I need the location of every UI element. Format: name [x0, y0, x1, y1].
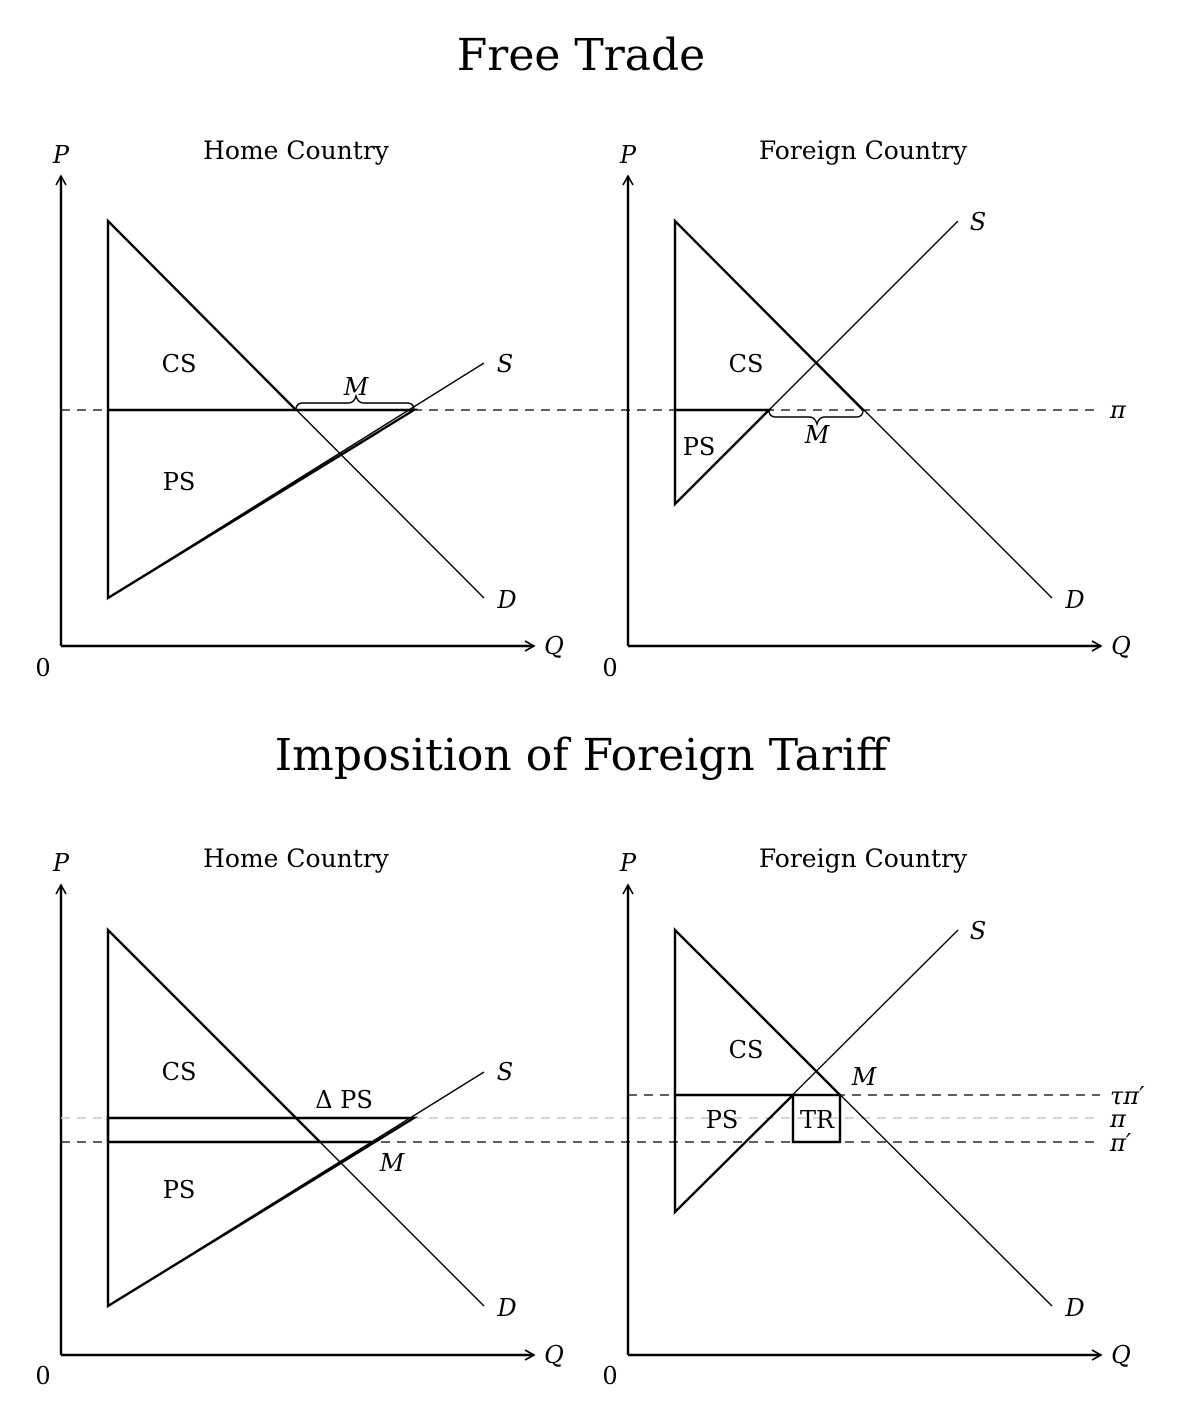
original-world-price-label: π	[1109, 1105, 1127, 1133]
demand-label: D	[496, 586, 516, 614]
producer-surplus-region	[106, 408, 419, 601]
panel-foreign-tariff: Foreign Country P Q 0 CS PS TR M S D τπ′…	[602, 844, 1145, 1390]
demand-label: D	[1064, 1294, 1084, 1322]
price-axis-label: P	[52, 849, 70, 877]
tariff-price-label: τπ′	[1110, 1082, 1145, 1110]
supply-label: S	[970, 917, 986, 945]
origin-label: 0	[35, 1362, 50, 1390]
exports-brace	[768, 409, 864, 427]
supply-label: S	[970, 208, 986, 236]
imports-label: M	[343, 373, 370, 401]
quantity-axis-label: Q	[1111, 632, 1131, 660]
quantity-axis-label: Q	[544, 632, 564, 660]
consumer-surplus-label: CS	[729, 350, 764, 378]
panel-subtitle: Home Country	[203, 136, 390, 165]
origin-label: 0	[602, 654, 617, 682]
world-price-label: π	[1109, 396, 1127, 424]
panel-home-free-trade: Home Country P Q 0 M CS PS S D	[35, 136, 1100, 682]
exports-label: M	[804, 421, 831, 449]
consumer-surplus-label: CS	[162, 350, 197, 378]
consumer-surplus-region	[673, 927, 841, 1096]
origin-label: 0	[35, 654, 50, 682]
top-title: Free Trade	[457, 30, 705, 81]
demand-label: D	[1064, 586, 1084, 614]
origin-label: 0	[602, 1362, 617, 1390]
panel-subtitle: Home Country	[203, 844, 390, 873]
exports-label: M	[851, 1063, 878, 1091]
quantity-axis-label: Q	[544, 1341, 564, 1369]
producer-surplus-label: PS	[163, 1176, 196, 1204]
price-axis-label: P	[52, 141, 70, 169]
producer-surplus-region	[673, 408, 772, 507]
tariff-revenue-label: TR	[800, 1106, 835, 1134]
panel-home-tariff: Home Country P Q 0 CS PS Δ PS M S D	[35, 844, 1100, 1390]
quantity-axis-label: Q	[1111, 1341, 1131, 1369]
supply-label: S	[497, 350, 513, 378]
supply-label: S	[497, 1058, 513, 1086]
new-world-price-label: π′	[1109, 1129, 1132, 1157]
producer-surplus-label: PS	[163, 468, 196, 496]
bottom-title: Imposition of Foreign Tariff	[275, 730, 890, 781]
consumer-surplus-label: CS	[162, 1058, 197, 1086]
tariff-revenue-box	[791, 1093, 842, 1144]
producer-surplus-label: PS	[706, 1106, 739, 1134]
consumer-surplus-region	[106, 218, 297, 411]
producer-surplus-region	[673, 1093, 796, 1215]
panel-subtitle: Foreign Country	[759, 844, 968, 873]
consumer-surplus-region	[106, 927, 321, 1143]
producer-surplus-region	[106, 1116, 419, 1309]
imports-label: M	[379, 1149, 406, 1177]
consumer-surplus-region	[673, 218, 864, 411]
producer-surplus-label: PS	[683, 433, 716, 461]
price-axis-label: P	[619, 849, 637, 877]
imports-brace	[295, 393, 415, 411]
panel-foreign-free-trade: Foreign Country P Q 0 M CS PS S D π	[602, 136, 1130, 682]
panel-subtitle: Foreign Country	[759, 136, 968, 165]
consumer-surplus-label: CS	[729, 1036, 764, 1064]
price-axis-label: P	[619, 141, 637, 169]
change-producer-surplus-label: Δ PS	[315, 1086, 373, 1114]
demand-label: D	[496, 1294, 516, 1322]
